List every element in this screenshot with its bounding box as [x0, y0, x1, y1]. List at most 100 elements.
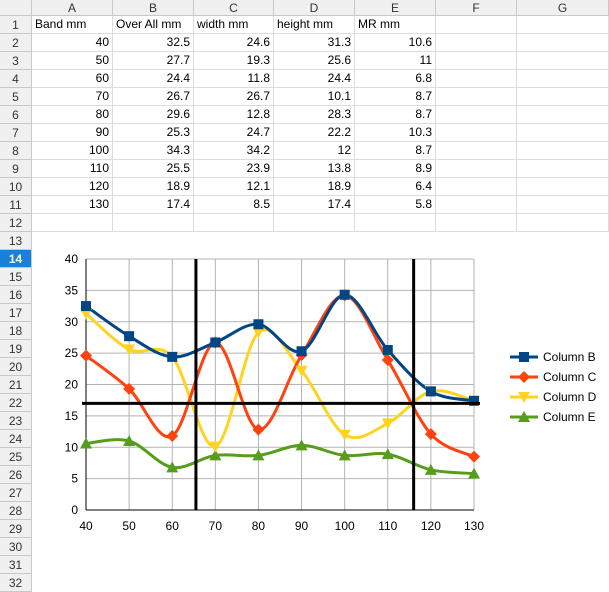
- table-cell[interactable]: width mm: [194, 16, 274, 34]
- row-header[interactable]: 23: [0, 412, 32, 430]
- table-cell[interactable]: [355, 214, 436, 232]
- table-cell[interactable]: 10.1: [274, 88, 355, 106]
- table-cell[interactable]: Over All mm: [113, 16, 194, 34]
- row-header[interactable]: 18: [0, 322, 32, 340]
- table-cell[interactable]: Band mm: [32, 16, 113, 34]
- table-cell[interactable]: 17.4: [274, 196, 355, 214]
- table-cell[interactable]: [436, 88, 517, 106]
- table-cell[interactable]: 10.3: [355, 124, 436, 142]
- table-cell[interactable]: 34.3: [113, 142, 194, 160]
- table-cell[interactable]: 31.3: [274, 34, 355, 52]
- row-header[interactable]: 5: [0, 88, 32, 106]
- row-header[interactable]: 24: [0, 430, 32, 448]
- table-cell[interactable]: 8.5: [194, 196, 274, 214]
- row-header[interactable]: 16: [0, 286, 32, 304]
- column-header[interactable]: A: [32, 0, 113, 16]
- table-cell[interactable]: 17.4: [113, 196, 194, 214]
- table-cell[interactable]: 11: [355, 52, 436, 70]
- row-header[interactable]: 20: [0, 358, 32, 376]
- table-cell[interactable]: 12: [274, 142, 355, 160]
- table-cell[interactable]: [274, 214, 355, 232]
- row-header[interactable]: 22: [0, 394, 32, 412]
- table-cell[interactable]: [436, 178, 517, 196]
- table-cell[interactable]: 12.8: [194, 106, 274, 124]
- row-header[interactable]: 11: [0, 196, 32, 214]
- table-cell[interactable]: [436, 142, 517, 160]
- table-cell[interactable]: 18.9: [274, 178, 355, 196]
- row-header[interactable]: 8: [0, 142, 32, 160]
- table-cell[interactable]: 26.7: [194, 88, 274, 106]
- table-cell[interactable]: [436, 52, 517, 70]
- row-header[interactable]: 10: [0, 178, 32, 196]
- table-cell[interactable]: 70: [32, 88, 113, 106]
- row-header[interactable]: 26: [0, 466, 32, 484]
- table-cell[interactable]: 40: [32, 34, 113, 52]
- row-header[interactable]: 19: [0, 340, 32, 358]
- table-cell[interactable]: 50: [32, 52, 113, 70]
- row-header[interactable]: 13: [0, 232, 32, 250]
- table-cell[interactable]: 25.3: [113, 124, 194, 142]
- table-cell[interactable]: 11.8: [194, 70, 274, 88]
- row-header[interactable]: 21: [0, 376, 32, 394]
- row-header[interactable]: 27: [0, 484, 32, 502]
- table-cell[interactable]: 22.2: [274, 124, 355, 142]
- table-cell[interactable]: 80: [32, 106, 113, 124]
- table-cell[interactable]: 12.1: [194, 178, 274, 196]
- column-header[interactable]: F: [436, 0, 517, 16]
- row-header[interactable]: 2: [0, 34, 32, 52]
- row-header[interactable]: 9: [0, 160, 32, 178]
- table-cell[interactable]: [113, 214, 194, 232]
- table-cell[interactable]: 29.6: [113, 106, 194, 124]
- table-cell[interactable]: 6.8: [355, 70, 436, 88]
- table-cell[interactable]: 8.9: [355, 160, 436, 178]
- row-header[interactable]: 25: [0, 448, 32, 466]
- table-cell[interactable]: 32.5: [113, 34, 194, 52]
- table-cell[interactable]: [436, 196, 517, 214]
- table-cell[interactable]: 24.7: [194, 124, 274, 142]
- table-cell[interactable]: 25.6: [274, 52, 355, 70]
- table-cell[interactable]: 26.7: [113, 88, 194, 106]
- table-cell[interactable]: 10.6: [355, 34, 436, 52]
- table-cell[interactable]: 27.7: [113, 52, 194, 70]
- table-cell[interactable]: [436, 70, 517, 88]
- table-cell[interactable]: 8.7: [355, 142, 436, 160]
- row-header[interactable]: 30: [0, 538, 32, 556]
- table-cell[interactable]: 8.7: [355, 88, 436, 106]
- table-cell[interactable]: 130: [32, 196, 113, 214]
- row-header[interactable]: 17: [0, 304, 32, 322]
- table-cell[interactable]: 13.8: [274, 160, 355, 178]
- row-header[interactable]: 29: [0, 520, 32, 538]
- row-header[interactable]: 15: [0, 268, 32, 286]
- table-cell[interactable]: [436, 214, 517, 232]
- table-cell[interactable]: [436, 124, 517, 142]
- table-cell[interactable]: [436, 160, 517, 178]
- table-cell[interactable]: 110: [32, 160, 113, 178]
- table-cell[interactable]: 8.7: [355, 106, 436, 124]
- table-cell[interactable]: [436, 34, 517, 52]
- column-header[interactable]: C: [194, 0, 274, 16]
- table-cell[interactable]: [436, 16, 517, 34]
- table-cell[interactable]: 120: [32, 178, 113, 196]
- table-cell[interactable]: 90: [32, 124, 113, 142]
- table-cell[interactable]: 18.9: [113, 178, 194, 196]
- table-cell[interactable]: 24.6: [194, 34, 274, 52]
- table-cell[interactable]: 6.4: [355, 178, 436, 196]
- table-cell[interactable]: 100: [32, 142, 113, 160]
- column-header[interactable]: D: [274, 0, 355, 16]
- row-header[interactable]: 3: [0, 52, 32, 70]
- row-header[interactable]: 1: [0, 16, 32, 34]
- table-cell[interactable]: MR mm: [355, 16, 436, 34]
- table-cell[interactable]: [32, 214, 113, 232]
- select-all-corner[interactable]: [0, 0, 32, 16]
- row-header[interactable]: 32: [0, 574, 32, 592]
- column-header[interactable]: B: [113, 0, 194, 16]
- table-cell[interactable]: height mm: [274, 16, 355, 34]
- table-cell[interactable]: 23.9: [194, 160, 274, 178]
- row-header[interactable]: 14: [0, 250, 32, 268]
- row-header[interactable]: 6: [0, 106, 32, 124]
- table-cell[interactable]: 24.4: [113, 70, 194, 88]
- table-cell[interactable]: 34.2: [194, 142, 274, 160]
- table-cell[interactable]: 24.4: [274, 70, 355, 88]
